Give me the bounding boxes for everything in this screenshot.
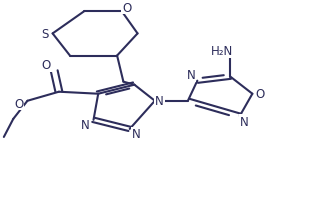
Text: O: O xyxy=(42,59,51,72)
Text: H₂N: H₂N xyxy=(211,45,234,58)
Text: N: N xyxy=(155,95,164,108)
Text: N: N xyxy=(187,69,195,82)
Text: O: O xyxy=(14,97,24,110)
Text: N: N xyxy=(131,128,140,141)
Text: S: S xyxy=(41,28,48,41)
Text: O: O xyxy=(122,2,131,15)
Text: O: O xyxy=(256,87,265,100)
Text: N: N xyxy=(81,119,90,132)
Text: N: N xyxy=(240,115,249,128)
